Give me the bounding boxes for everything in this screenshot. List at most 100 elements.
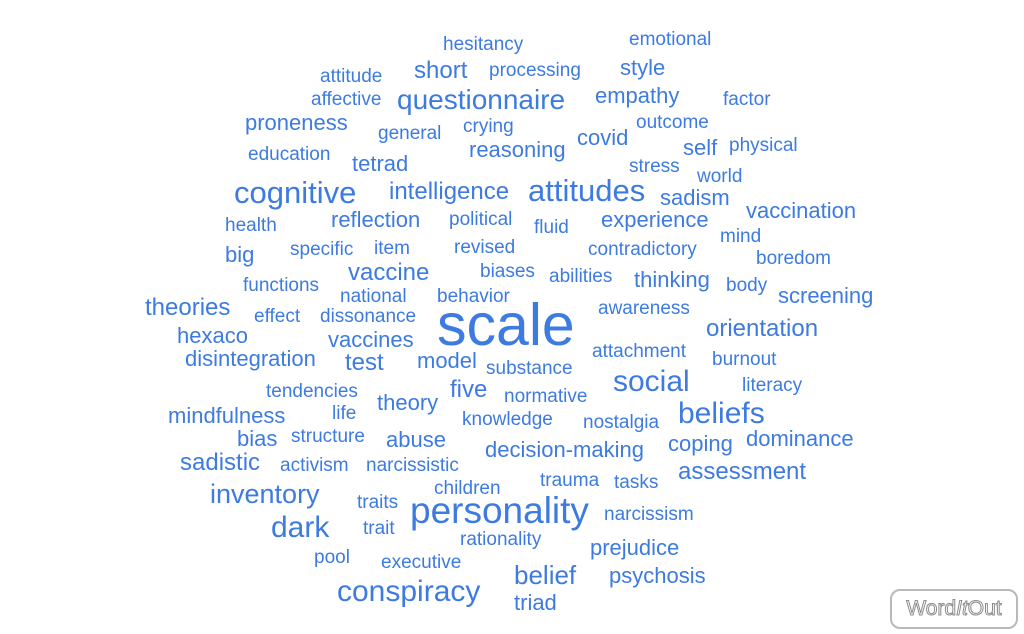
- cloud-word-functions: functions: [243, 275, 320, 296]
- cloud-word-life: life: [332, 403, 357, 424]
- cloud-word-empathy: empathy: [595, 83, 680, 108]
- cloud-word-sadism: sadism: [660, 185, 730, 210]
- cloud-word-children: children: [434, 478, 501, 499]
- cloud-word-proneness: proneness: [245, 110, 348, 135]
- cloud-word-effect: effect: [254, 306, 301, 327]
- cloud-word-model: model: [417, 348, 477, 373]
- cloud-word-national: national: [340, 286, 407, 307]
- cloud-word-conspiracy: conspiracy: [337, 575, 481, 608]
- cloud-word-cognitive: cognitive: [234, 175, 357, 210]
- cloud-word-substance: substance: [486, 358, 573, 379]
- cloud-word-attitude: attitude: [320, 66, 383, 87]
- cloud-word-vaccines: vaccines: [328, 327, 414, 352]
- cloud-word-traits: traits: [357, 492, 399, 513]
- cloud-word-executive: executive: [381, 552, 462, 573]
- cloud-word-trait: trait: [363, 518, 395, 539]
- cloud-word-health: health: [225, 215, 277, 236]
- cloud-word-body: body: [726, 275, 768, 296]
- cloud-word-theory: theory: [377, 390, 439, 415]
- cloud-word-bias: bias: [237, 426, 278, 451]
- cloud-word-physical: physical: [729, 135, 798, 156]
- cloud-word-stress: stress: [629, 156, 680, 177]
- cloud-word-big: big: [225, 242, 255, 267]
- cloud-word-pool: pool: [314, 547, 350, 568]
- cloud-word-world: world: [697, 166, 743, 187]
- cloud-word-prejudice: prejudice: [590, 535, 680, 560]
- cloud-word-specific: specific: [290, 239, 354, 260]
- cloud-word-processing: processing: [489, 60, 581, 81]
- wordit-out-logo: Word It Out: [890, 589, 1018, 629]
- cloud-word-structure: structure: [291, 426, 365, 447]
- cloud-word-fluid: fluid: [534, 217, 569, 238]
- cloud-word-vaccination: vaccination: [746, 198, 857, 223]
- cloud-word-beliefs: beliefs: [678, 397, 765, 430]
- cloud-word-covid: covid: [577, 125, 629, 150]
- cloud-word-scale: scale: [437, 292, 575, 358]
- cloud-word-trauma: trauma: [540, 470, 600, 491]
- cloud-word-affective: affective: [311, 89, 382, 110]
- cloud-word-screening: screening: [778, 283, 874, 308]
- cloud-word-vaccine: vaccine: [348, 259, 430, 286]
- cloud-word-triad: triad: [514, 590, 557, 615]
- cloud-word-disintegration: disintegration: [185, 346, 316, 371]
- cloud-word-behavior: behavior: [437, 286, 510, 307]
- cloud-word-orientation: orientation: [706, 315, 819, 342]
- cloud-word-theories: theories: [145, 294, 231, 321]
- cloud-word-biases: biases: [480, 261, 535, 282]
- cloud-word-knowledge: knowledge: [462, 409, 553, 430]
- cloud-word-nostalgia: nostalgia: [583, 412, 660, 433]
- cloud-word-inventory: inventory: [210, 479, 320, 509]
- cloud-word-attachment: attachment: [592, 341, 686, 362]
- cloud-word-attitudes: attitudes: [528, 173, 646, 208]
- cloud-word-emotional: emotional: [629, 29, 712, 50]
- cloud-word-style: style: [620, 55, 666, 80]
- cloud-word-burnout: burnout: [712, 349, 777, 370]
- cloud-word-hesitancy: hesitancy: [443, 34, 524, 55]
- cloud-word-reasoning: reasoning: [469, 137, 566, 162]
- cloud-word-revised: revised: [454, 237, 516, 258]
- cloud-word-mind: mind: [720, 226, 762, 247]
- cloud-word-intelligence: intelligence: [389, 178, 510, 205]
- cloud-word-narcissistic: narcissistic: [366, 455, 459, 476]
- cloud-word-mindfulness: mindfulness: [168, 403, 286, 428]
- cloud-word-contradictory: contradictory: [588, 239, 697, 260]
- cloud-word-social: social: [613, 365, 690, 398]
- cloud-word-five: five: [450, 376, 488, 403]
- cloud-word-tendencies: tendencies: [266, 381, 358, 402]
- cloud-word-psychosis: psychosis: [609, 563, 706, 588]
- cloud-word-item: item: [374, 238, 410, 259]
- cloud-word-short: short: [414, 57, 468, 84]
- cloud-word-test: test: [345, 349, 384, 376]
- cloud-word-reflection: reflection: [331, 207, 421, 232]
- cloud-word-decision-making: decision-making: [485, 437, 644, 462]
- cloud-word-dominance: dominance: [746, 426, 854, 451]
- cloud-word-boredom: boredom: [756, 248, 831, 269]
- cloud-word-abuse: abuse: [386, 427, 446, 452]
- cloud-word-factor: factor: [723, 89, 771, 110]
- cloud-word-abilities: abilities: [549, 266, 613, 287]
- cloud-word-narcissism: narcissism: [604, 504, 694, 525]
- cloud-word-tetrad: tetrad: [352, 151, 409, 176]
- cloud-word-personality: personality: [410, 490, 589, 531]
- cloud-word-self: self: [683, 135, 718, 160]
- cloud-word-general: general: [378, 123, 442, 144]
- cloud-word-outcome: outcome: [636, 112, 709, 133]
- cloud-word-dark: dark: [271, 511, 330, 544]
- cloud-word-awareness: awareness: [598, 298, 690, 319]
- cloud-word-literacy: literacy: [742, 375, 803, 396]
- cloud-word-questionnaire: questionnaire: [397, 84, 566, 115]
- cloud-word-dissonance: dissonance: [320, 306, 417, 327]
- cloud-word-assessment: assessment: [678, 458, 807, 485]
- cloud-word-political: political: [449, 209, 513, 230]
- cloud-word-tasks: tasks: [614, 472, 659, 493]
- cloud-word-hexaco: hexaco: [177, 323, 248, 348]
- cloud-word-thinking: thinking: [634, 267, 710, 292]
- cloud-word-belief: belief: [514, 560, 577, 590]
- cloud-word-sadistic: sadistic: [180, 449, 261, 476]
- cloud-word-normative: normative: [504, 386, 588, 407]
- cloud-word-activism: activism: [280, 455, 349, 476]
- cloud-word-experience: experience: [601, 207, 709, 232]
- cloud-word-education: education: [248, 144, 331, 165]
- cloud-word-rationality: rationality: [460, 529, 542, 550]
